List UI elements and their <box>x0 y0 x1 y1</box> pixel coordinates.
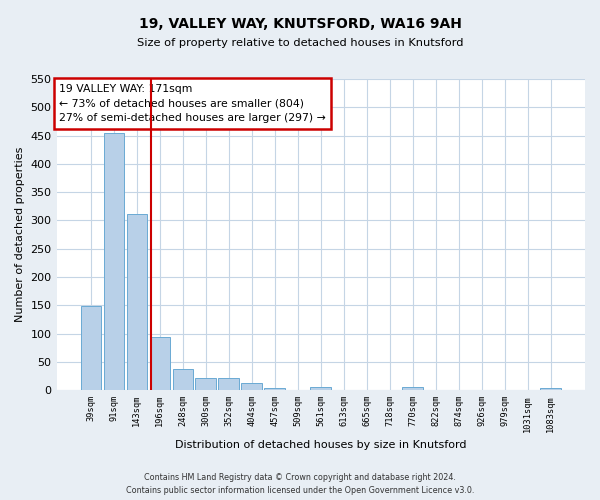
Bar <box>196 378 216 390</box>
Y-axis label: Number of detached properties: Number of detached properties <box>15 147 25 322</box>
Text: Contains HM Land Registry data © Crown copyright and database right 2024.: Contains HM Land Registry data © Crown c… <box>144 474 456 482</box>
Bar <box>80 306 101 390</box>
Bar <box>104 132 124 390</box>
Bar <box>127 214 147 390</box>
Bar <box>265 388 285 390</box>
Bar <box>540 388 561 390</box>
Bar <box>149 338 170 390</box>
Bar <box>310 387 331 390</box>
Text: Size of property relative to detached houses in Knutsford: Size of property relative to detached ho… <box>137 38 463 48</box>
Text: Contains public sector information licensed under the Open Government Licence v3: Contains public sector information licen… <box>126 486 474 495</box>
Text: 19 VALLEY WAY: 171sqm
← 73% of detached houses are smaller (804)
27% of semi-det: 19 VALLEY WAY: 171sqm ← 73% of detached … <box>59 84 326 124</box>
Bar <box>173 368 193 390</box>
Bar <box>241 382 262 390</box>
Text: 19, VALLEY WAY, KNUTSFORD, WA16 9AH: 19, VALLEY WAY, KNUTSFORD, WA16 9AH <box>139 18 461 32</box>
Bar <box>403 387 423 390</box>
Bar <box>218 378 239 390</box>
X-axis label: Distribution of detached houses by size in Knutsford: Distribution of detached houses by size … <box>175 440 467 450</box>
